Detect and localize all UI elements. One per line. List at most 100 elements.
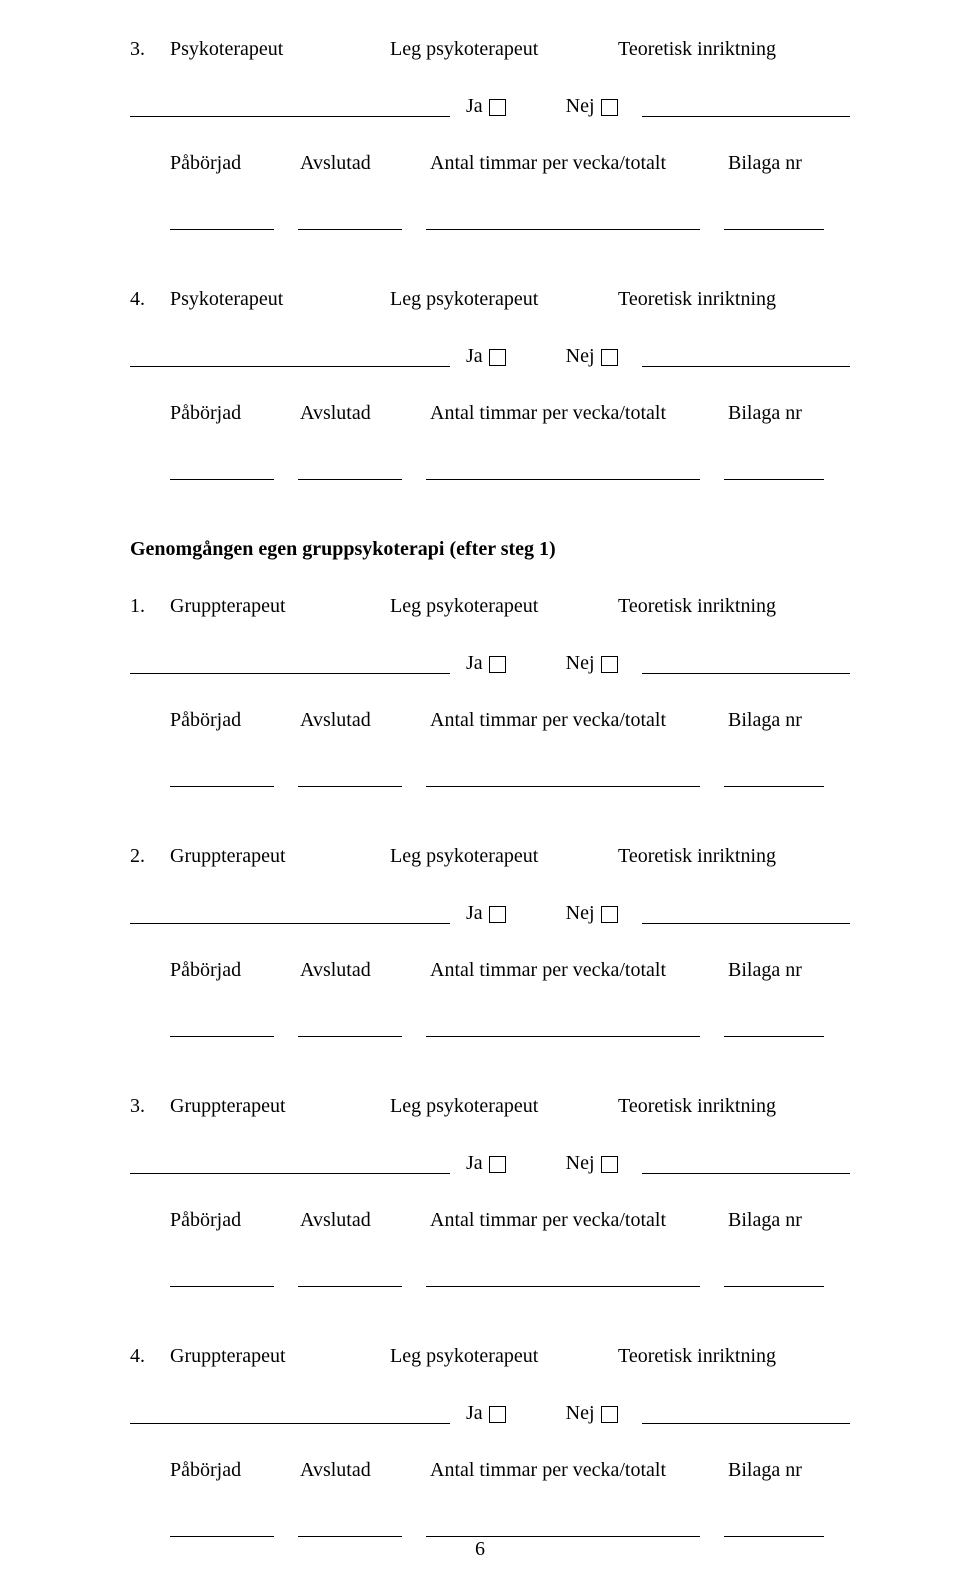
started-label: Påbörjad xyxy=(170,152,300,175)
hours-field-line[interactable] xyxy=(426,1516,700,1537)
orientation-field-line[interactable] xyxy=(642,1153,850,1174)
no-checkbox[interactable] xyxy=(601,349,618,366)
no-label: Nej xyxy=(566,652,595,675)
orientation-field-line[interactable] xyxy=(642,1403,850,1424)
yesno-line: Ja Nej xyxy=(130,1152,850,1175)
fields-line xyxy=(130,766,850,787)
hours-label: Antal timmar per vecka/totalt xyxy=(430,959,728,982)
ended-field-line[interactable] xyxy=(298,766,402,787)
role-label: Psykoterapeut xyxy=(170,288,390,311)
yes-checkbox[interactable] xyxy=(489,1156,506,1173)
orientation-field-line[interactable] xyxy=(642,346,850,367)
attachment-field-line[interactable] xyxy=(724,209,824,230)
name-field-line[interactable] xyxy=(130,1403,450,1424)
page-number: 6 xyxy=(0,1538,960,1561)
therapist-block: 4. Psykoterapeut Leg psykoterapeut Teore… xyxy=(130,288,850,480)
name-field-line[interactable] xyxy=(130,1153,450,1174)
ended-field-line[interactable] xyxy=(298,209,402,230)
no-checkbox[interactable] xyxy=(601,906,618,923)
headers-line: Påbörjad Avslutad Antal timmar per vecka… xyxy=(130,402,850,425)
fields-line xyxy=(130,459,850,480)
started-field-line[interactable] xyxy=(170,1516,274,1537)
orientation-field-line[interactable] xyxy=(642,903,850,924)
yes-label: Ja xyxy=(466,1402,483,1425)
yes-checkbox[interactable] xyxy=(489,656,506,673)
orientation-label: Teoretisk inriktning xyxy=(618,1095,776,1118)
role-label: Gruppterapeut xyxy=(170,1345,390,1368)
started-label: Påbörjad xyxy=(170,1209,300,1232)
attachment-field-line[interactable] xyxy=(724,766,824,787)
leg-label: Leg psykoterapeut xyxy=(390,1095,618,1118)
headers-line: Påbörjad Avslutad Antal timmar per vecka… xyxy=(130,1209,850,1232)
hours-field-line[interactable] xyxy=(426,1266,700,1287)
therapist-block: 3. Gruppterapeut Leg psykoterapeut Teore… xyxy=(130,1095,850,1287)
started-field-line[interactable] xyxy=(170,459,274,480)
fields-line xyxy=(130,1016,850,1037)
attachment-field-line[interactable] xyxy=(724,459,824,480)
leg-label: Leg psykoterapeut xyxy=(390,288,618,311)
yesno-line: Ja Nej xyxy=(130,902,850,925)
hours-label: Antal timmar per vecka/totalt xyxy=(430,1209,728,1232)
item-number: 3. xyxy=(130,1095,170,1118)
ended-field-line[interactable] xyxy=(298,1516,402,1537)
no-checkbox[interactable] xyxy=(601,1406,618,1423)
yes-label: Ja xyxy=(466,1152,483,1175)
role-line: 3. Psykoterapeut Leg psykoterapeut Teore… xyxy=(130,38,850,61)
hours-label: Antal timmar per vecka/totalt xyxy=(430,402,728,425)
yes-checkbox[interactable] xyxy=(489,1406,506,1423)
started-field-line[interactable] xyxy=(170,1016,274,1037)
name-field-line[interactable] xyxy=(130,903,450,924)
name-field-line[interactable] xyxy=(130,96,450,117)
ended-label: Avslutad xyxy=(300,709,430,732)
ended-label: Avslutad xyxy=(300,1459,430,1482)
started-field-line[interactable] xyxy=(170,766,274,787)
yes-checkbox[interactable] xyxy=(489,906,506,923)
hours-field-line[interactable] xyxy=(426,1016,700,1037)
hours-field-line[interactable] xyxy=(426,766,700,787)
ended-label: Avslutad xyxy=(300,152,430,175)
started-field-line[interactable] xyxy=(170,209,274,230)
no-label: Nej xyxy=(566,95,595,118)
no-checkbox[interactable] xyxy=(601,656,618,673)
yesno-line: Ja Nej xyxy=(130,95,850,118)
attachment-label: Bilaga nr xyxy=(728,1209,802,1232)
hours-field-line[interactable] xyxy=(426,209,700,230)
hours-field-line[interactable] xyxy=(426,459,700,480)
no-checkbox[interactable] xyxy=(601,99,618,116)
role-label: Gruppterapeut xyxy=(170,1095,390,1118)
name-field-line[interactable] xyxy=(130,346,450,367)
role-line: 2. Gruppterapeut Leg psykoterapeut Teore… xyxy=(130,845,850,868)
attachment-field-line[interactable] xyxy=(724,1516,824,1537)
started-label: Påbörjad xyxy=(170,402,300,425)
attachment-label: Bilaga nr xyxy=(728,402,802,425)
orientation-field-line[interactable] xyxy=(642,653,850,674)
ended-field-line[interactable] xyxy=(298,459,402,480)
ended-field-line[interactable] xyxy=(298,1266,402,1287)
role-line: 4. Psykoterapeut Leg psykoterapeut Teore… xyxy=(130,288,850,311)
headers-line: Påbörjad Avslutad Antal timmar per vecka… xyxy=(130,959,850,982)
therapist-block: 2. Gruppterapeut Leg psykoterapeut Teore… xyxy=(130,845,850,1037)
no-label: Nej xyxy=(566,1152,595,1175)
name-field-line[interactable] xyxy=(130,653,450,674)
yes-checkbox[interactable] xyxy=(489,349,506,366)
orientation-label: Teoretisk inriktning xyxy=(618,845,776,868)
started-field-line[interactable] xyxy=(170,1266,274,1287)
ended-field-line[interactable] xyxy=(298,1016,402,1037)
orientation-field-line[interactable] xyxy=(642,96,850,117)
leg-label: Leg psykoterapeut xyxy=(390,845,618,868)
attachment-field-line[interactable] xyxy=(724,1016,824,1037)
fields-line xyxy=(130,209,850,230)
orientation-label: Teoretisk inriktning xyxy=(618,1345,776,1368)
no-checkbox[interactable] xyxy=(601,1156,618,1173)
started-label: Påbörjad xyxy=(170,959,300,982)
attachment-field-line[interactable] xyxy=(724,1266,824,1287)
started-label: Påbörjad xyxy=(170,709,300,732)
yesno-line: Ja Nej xyxy=(130,652,850,675)
item-number: 2. xyxy=(130,845,170,868)
yesno-line: Ja Nej xyxy=(130,1402,850,1425)
section-heading: Genomgången egen gruppsykoterapi (efter … xyxy=(130,538,850,561)
item-number: 1. xyxy=(130,595,170,618)
yes-checkbox[interactable] xyxy=(489,99,506,116)
therapist-block: 4. Gruppterapeut Leg psykoterapeut Teore… xyxy=(130,1345,850,1537)
attachment-label: Bilaga nr xyxy=(728,959,802,982)
